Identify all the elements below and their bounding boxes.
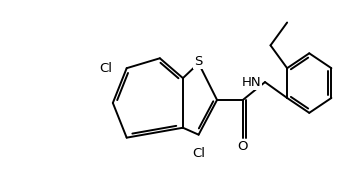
Text: HN: HN xyxy=(241,76,261,89)
Text: Cl: Cl xyxy=(100,62,112,75)
Text: O: O xyxy=(238,140,248,153)
Text: Cl: Cl xyxy=(192,147,205,161)
Text: S: S xyxy=(194,55,203,68)
